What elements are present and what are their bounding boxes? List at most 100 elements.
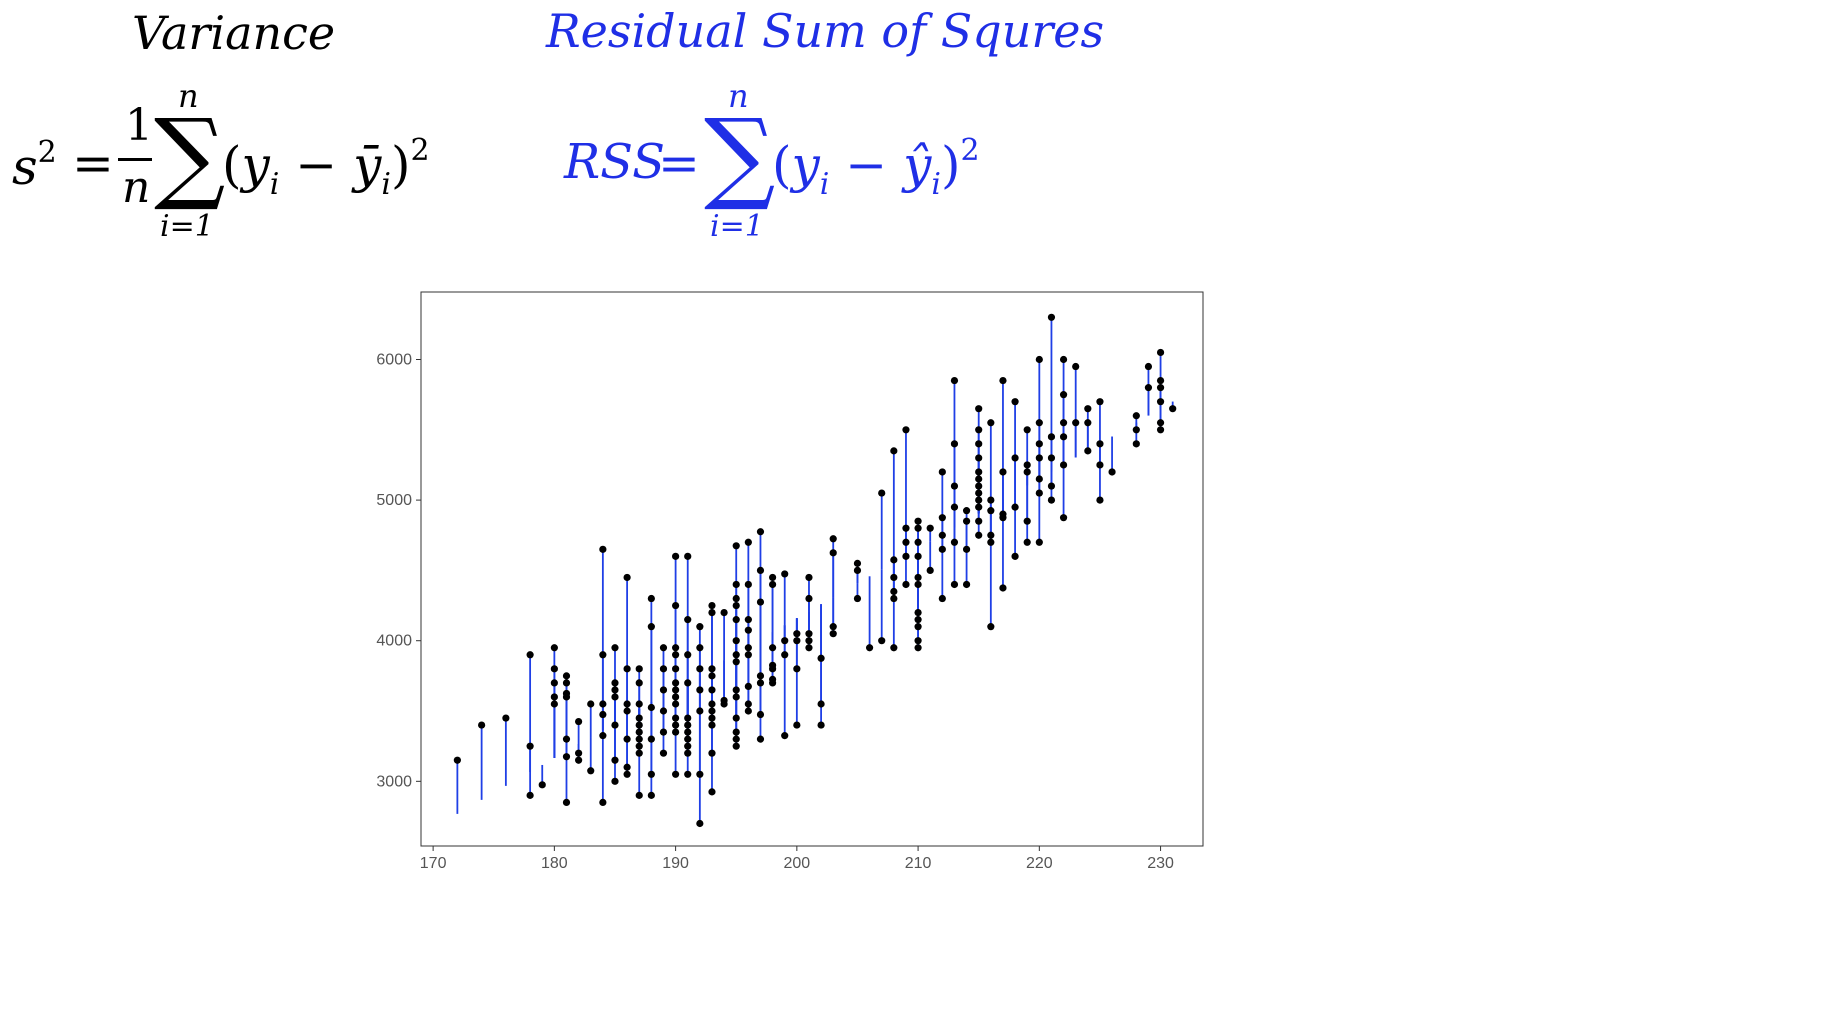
data-point <box>781 570 789 578</box>
variance-equals: = <box>72 134 114 192</box>
data-points <box>453 313 1177 828</box>
data-point <box>659 686 668 694</box>
data-point <box>732 594 740 603</box>
data-point <box>696 665 704 673</box>
data-point <box>938 531 946 539</box>
data-point <box>1011 503 1019 511</box>
data-point <box>914 608 922 617</box>
variance-s: s <box>12 138 38 196</box>
data-point <box>562 693 571 701</box>
x-axis: 170 180 190 200 210 220 230 <box>420 846 1174 872</box>
data-point <box>756 735 765 743</box>
data-point <box>672 693 680 701</box>
data-point <box>817 700 825 708</box>
data-point <box>611 686 619 694</box>
data-point <box>1059 514 1068 522</box>
rss-sub-i2: i <box>931 167 941 202</box>
data-point <box>878 637 886 645</box>
data-point <box>950 482 959 490</box>
data-point <box>1059 391 1068 399</box>
y-tick-label: 3000 <box>376 773 412 790</box>
data-point <box>623 665 631 673</box>
data-point <box>829 623 837 631</box>
data-point <box>744 580 752 589</box>
data-point <box>575 717 583 726</box>
variance-body: (yi − ȳi)2 <box>222 136 430 200</box>
data-point <box>672 714 680 722</box>
data-point <box>1023 426 1031 434</box>
data-point <box>623 735 631 743</box>
data-point <box>647 703 655 712</box>
data-point <box>781 651 789 659</box>
variance-ybar: ȳ <box>353 136 382 194</box>
data-point <box>1047 313 1056 321</box>
data-point <box>781 732 789 740</box>
variance-lhs: s2 <box>12 138 57 193</box>
data-point <box>562 753 571 761</box>
data-point <box>684 770 692 778</box>
rss-close-paren: ) <box>940 136 961 194</box>
rss-yhat: ŷ <box>903 136 932 194</box>
x-tick-label: 190 <box>662 855 689 872</box>
data-point <box>1035 538 1043 546</box>
data-point <box>744 644 752 652</box>
data-point <box>1035 419 1043 427</box>
data-point <box>635 665 643 673</box>
x-tick-label: 230 <box>1147 855 1174 872</box>
data-point <box>672 651 680 659</box>
data-point <box>975 454 983 462</box>
data-point <box>526 651 534 659</box>
data-point <box>684 721 692 729</box>
data-point <box>914 580 922 589</box>
rss-sum-lower: i=1 <box>710 209 764 244</box>
data-point <box>647 791 655 799</box>
data-point <box>611 679 619 687</box>
data-point <box>1035 440 1043 448</box>
data-point <box>732 728 740 736</box>
data-point <box>950 580 959 589</box>
data-point <box>975 468 983 476</box>
data-point <box>635 791 643 799</box>
data-point <box>999 584 1007 592</box>
data-point <box>756 598 765 606</box>
data-point <box>599 545 607 553</box>
data-point <box>1132 440 1140 448</box>
data-point <box>914 573 922 582</box>
data-point <box>950 376 959 385</box>
data-point <box>975 503 983 511</box>
data-point <box>453 756 461 764</box>
data-point <box>635 735 643 743</box>
data-point <box>962 517 971 525</box>
data-point <box>853 566 862 575</box>
rss-label: Residual Sum of Squres <box>546 4 1105 58</box>
data-point <box>562 735 571 743</box>
data-point <box>962 545 971 553</box>
y-tick-label: 4000 <box>376 633 412 650</box>
data-point <box>1023 538 1031 546</box>
data-point <box>744 707 752 715</box>
data-point <box>768 580 777 589</box>
data-point <box>793 721 801 729</box>
data-point <box>805 630 813 638</box>
data-point <box>1047 433 1056 441</box>
data-point <box>926 566 934 575</box>
data-point <box>890 644 898 652</box>
data-point <box>975 489 983 497</box>
y-tick-label: 5000 <box>376 492 412 509</box>
rss-y: y <box>791 136 820 194</box>
rss-open-paren: ( <box>772 136 792 194</box>
data-point <box>987 623 995 631</box>
data-point <box>672 679 680 687</box>
data-point <box>708 686 716 694</box>
data-point <box>708 665 716 673</box>
variance-open-paren: ( <box>222 136 242 194</box>
data-point <box>914 616 922 624</box>
data-point <box>672 728 680 736</box>
data-point <box>793 665 801 673</box>
data-point <box>817 721 825 729</box>
data-point <box>672 665 680 673</box>
data-point <box>1023 517 1031 525</box>
data-point <box>756 710 765 719</box>
data-point <box>1023 461 1031 469</box>
data-point <box>768 644 777 652</box>
